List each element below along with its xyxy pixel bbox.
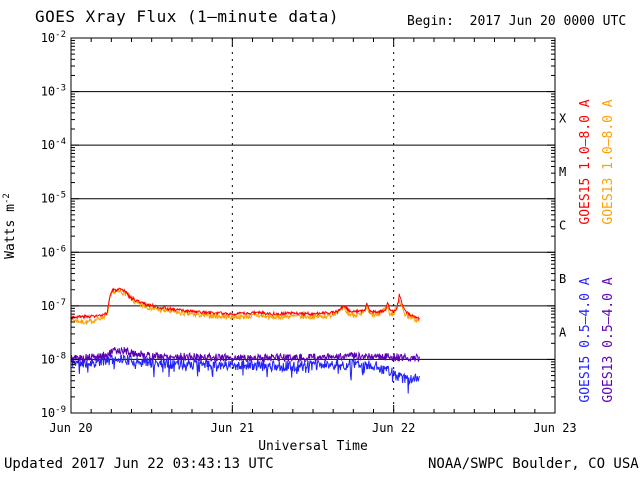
legend-goes15-1-0-8-0-a: GOES15 1.0–8.0 A: [578, 99, 593, 224]
updated-timestamp: Updated 2017 Jun 22 03:43:13 UTC: [4, 456, 274, 472]
legend-goes13-0-5-4-0-a: GOES13 0.5–4.0 A: [601, 277, 616, 402]
series-goes13-short: [71, 346, 420, 364]
x-tick-label: Jun 23: [533, 421, 576, 435]
y-tick-label: 10-6: [41, 244, 66, 259]
x-tick-label: Jun 20: [49, 421, 92, 435]
x-tick-labels: Jun 20 Jun 21 Jun 22 Jun 23 Universal Time: [49, 421, 576, 454]
y-tick-label: 10-7: [41, 298, 66, 313]
series-group: [71, 287, 420, 394]
y-axis-title: Watts m-2: [2, 193, 18, 259]
legend-goes13-1-0-8-0-a: GOES13 1.0–8.0 A: [601, 99, 616, 224]
y-tick-label: 10-4: [41, 137, 66, 152]
series-goes15-short: [71, 353, 420, 394]
flux-class-m: M: [559, 165, 566, 179]
x-tick-label: Jun 21: [211, 421, 254, 435]
y-tick-label: 10-9: [41, 405, 66, 420]
flux-class-x: X: [559, 111, 567, 125]
y-tick-label: 10-5: [41, 191, 66, 206]
series-goes15-long: [71, 287, 420, 321]
flux-class-labels: X M C B A: [559, 111, 567, 339]
flux-class-c: C: [559, 219, 566, 233]
chart-title: GOES Xray Flux (1–minute data): [35, 7, 339, 26]
legend-goes15-0-5-4-0-a: GOES15 0.5–4.0 A: [578, 277, 593, 402]
y-tick-labels: 10-2 10-3 10-4 10-5 10-6 10-7 10-8 10-9: [41, 30, 66, 420]
y-tick-label: 10-2: [41, 30, 66, 45]
x-tick-label: Jun 22: [372, 421, 415, 435]
series-goes13-long: [71, 288, 420, 325]
flux-class-b: B: [559, 272, 566, 286]
y-tick-label: 10-8: [41, 351, 66, 366]
axis-ticks: [70, 37, 556, 414]
noaa-credit: NOAA/SWPC Boulder, CO USA: [428, 456, 639, 472]
begin-time-label: Begin: 2017 Jun 20 0000 UTC: [407, 14, 627, 29]
legend: GOES15 1.0–8.0 A GOES13 1.0–8.0 A GOES15 0…: [578, 99, 616, 402]
x-axis-title: Universal Time: [258, 439, 368, 454]
flux-class-a: A: [559, 326, 567, 340]
y-tick-label: 10-3: [41, 84, 66, 99]
